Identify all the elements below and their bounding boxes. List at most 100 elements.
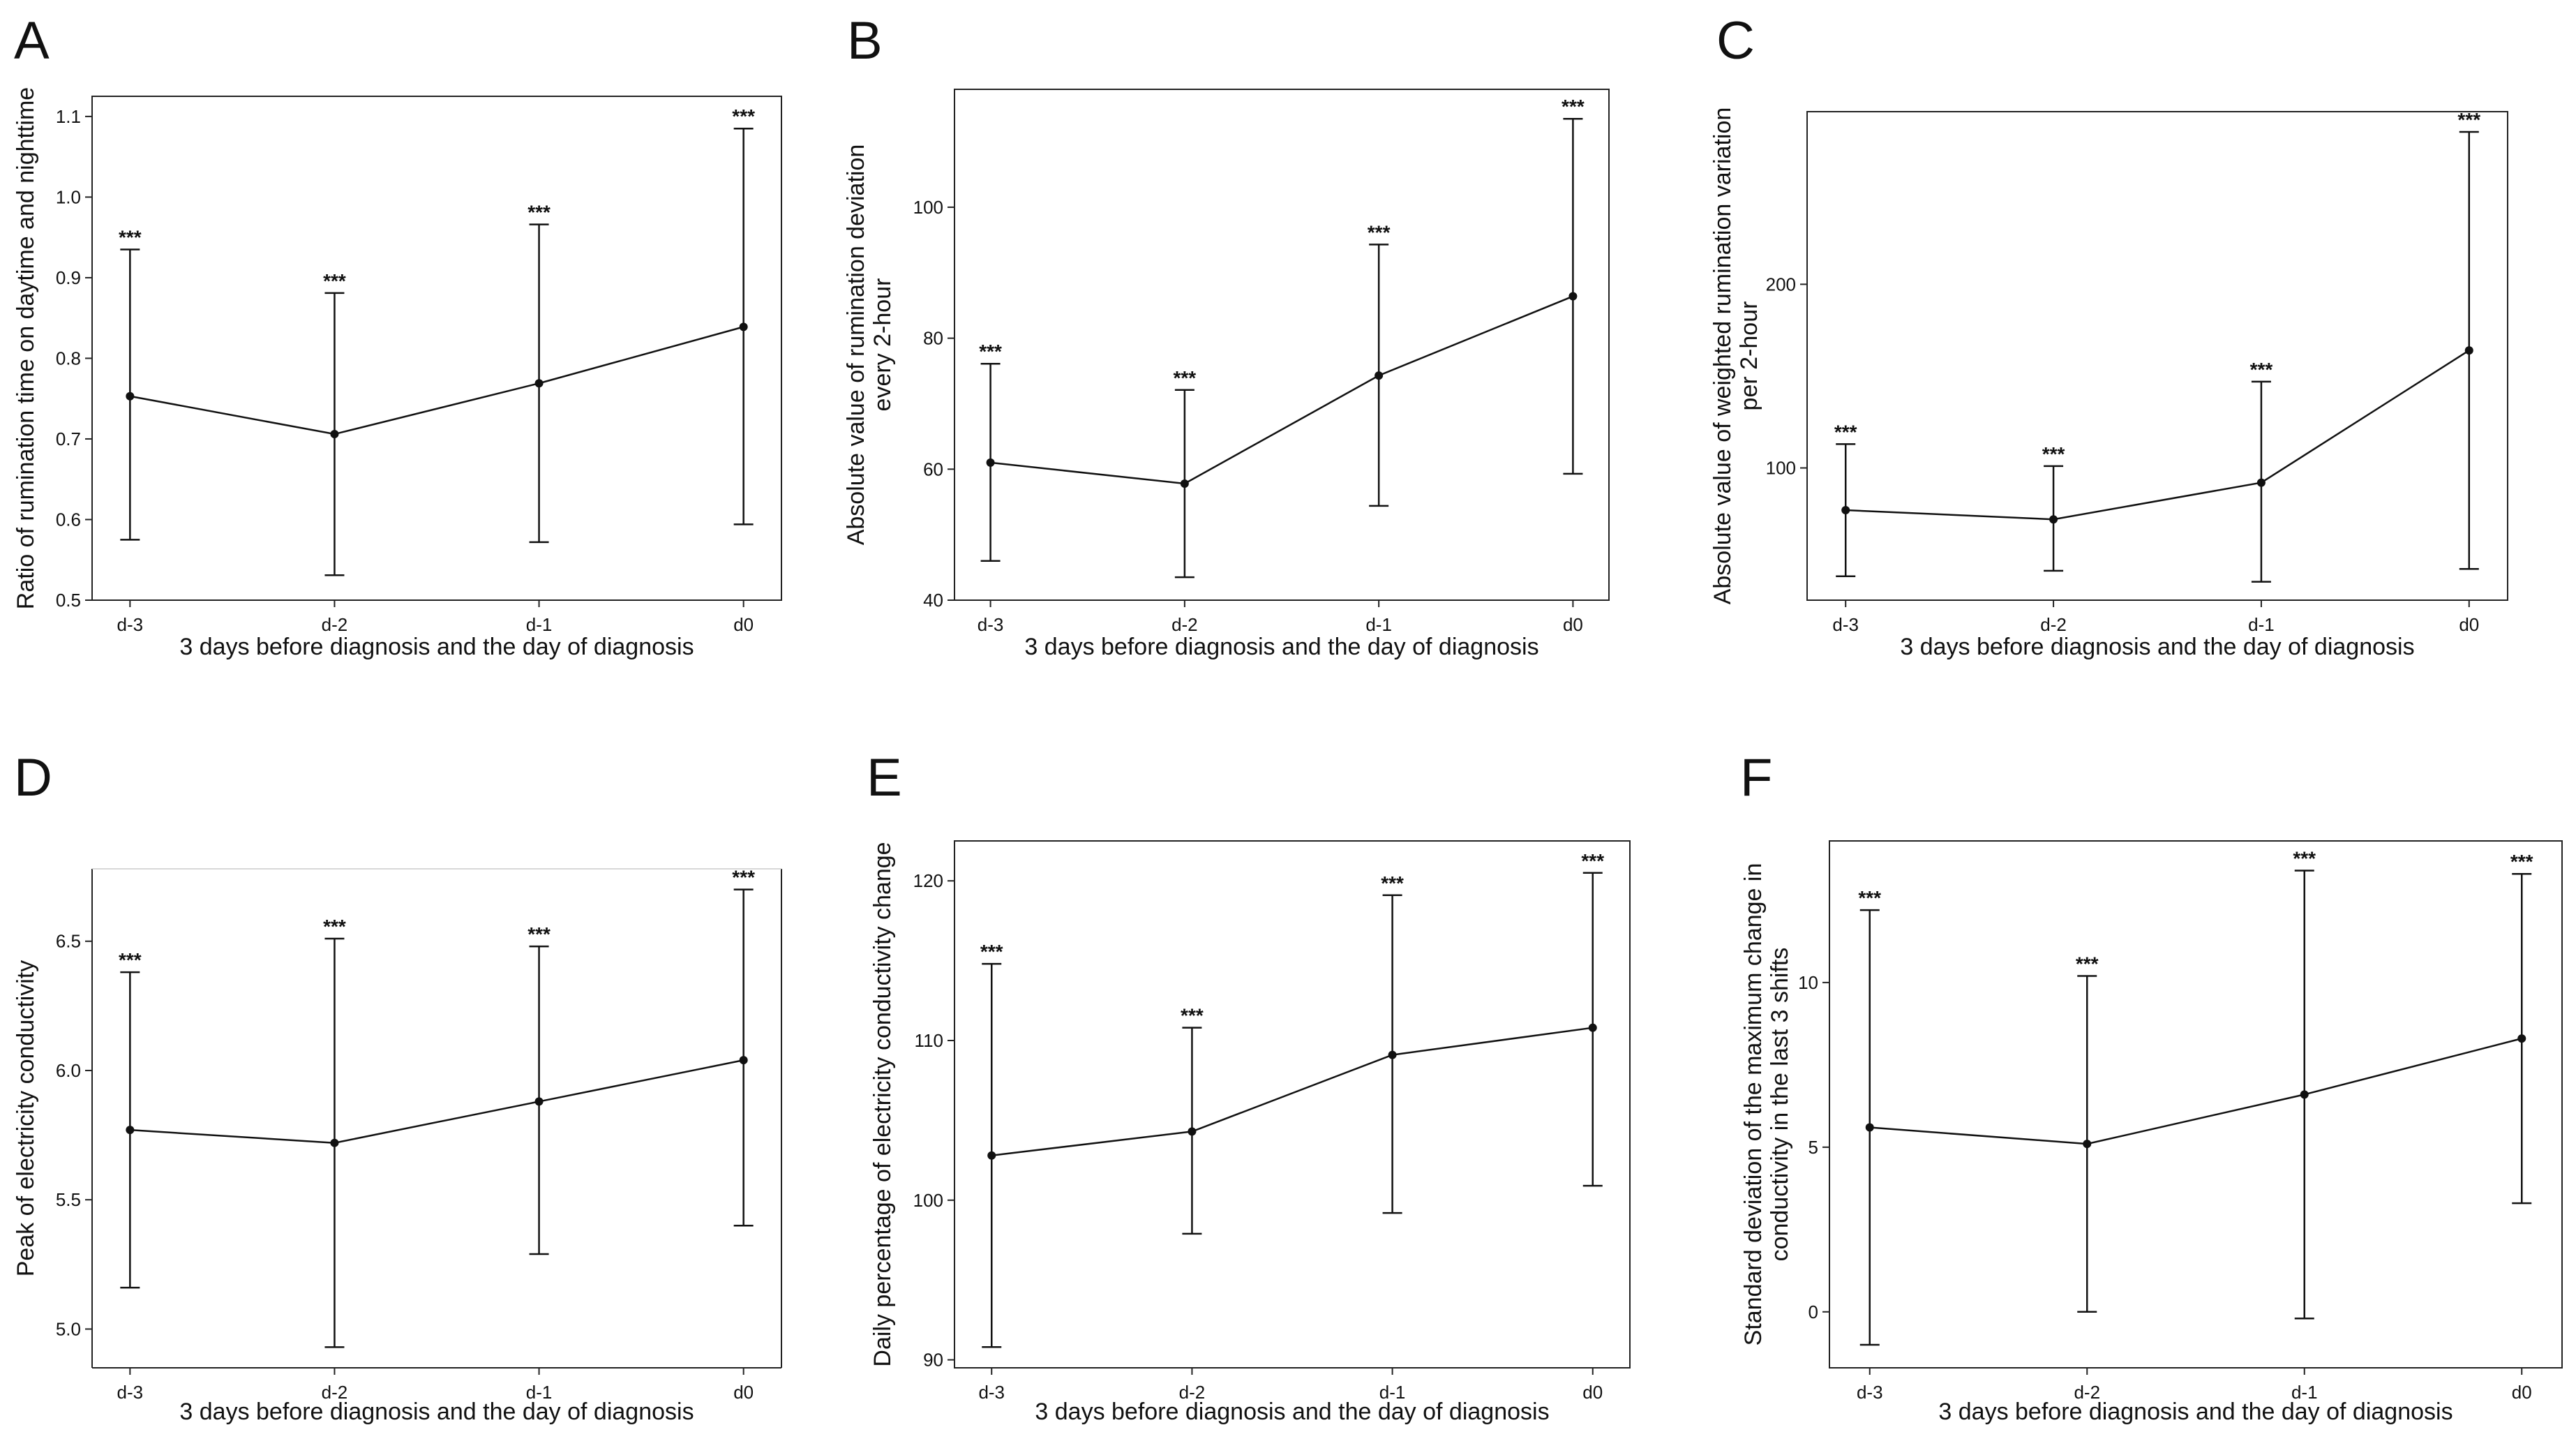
x-tick-label: d-1 <box>1379 1382 1406 1403</box>
y-tick-label: 110 <box>915 1030 943 1051</box>
panel-letter: E <box>867 748 902 807</box>
y-tick-label: 90 <box>923 1350 943 1371</box>
significance-label: *** <box>1562 96 1585 117</box>
y-tick-label: 0.9 <box>56 267 81 288</box>
y-tick-label: 0.5 <box>56 590 81 611</box>
y-tick-label: 100 <box>1766 458 1796 479</box>
significance-label: *** <box>2042 443 2065 465</box>
significance-label: *** <box>119 949 142 971</box>
x-tick-label: d0 <box>1582 1382 1603 1403</box>
significance-label: *** <box>323 916 346 937</box>
panel-letter: B <box>847 11 883 70</box>
y-tick-label: 40 <box>923 590 943 611</box>
data-point <box>1188 1127 1197 1136</box>
significance-label: *** <box>323 270 346 292</box>
significance-label: *** <box>1834 421 1857 442</box>
significance-label: *** <box>2457 109 2480 131</box>
plot-frame <box>1806 111 2508 601</box>
panel-f: F 0 5 10 d-3 d-2 d-1 d0 *** *** *** *** 3 days befor… <box>1740 748 2563 1425</box>
series-line <box>130 1059 744 1144</box>
significance-label: *** <box>980 941 1003 962</box>
data-point <box>1180 479 1189 488</box>
y-tick-label: 5 <box>1809 1137 1818 1158</box>
series-line <box>990 295 1573 485</box>
data-point <box>1568 292 1578 301</box>
y-tick-label: 80 <box>923 328 943 349</box>
x-tick-label: d-2 <box>322 1382 348 1403</box>
y-tick-label: 6.5 <box>56 931 81 952</box>
x-tick-label: d-1 <box>1365 614 1392 635</box>
y-axis-label: Peak of electricity conductivity <box>13 960 39 1277</box>
y-tick-label: 0.8 <box>56 348 81 368</box>
significance-label: *** <box>2510 851 2533 872</box>
panel-letter: A <box>14 11 50 70</box>
y-axis-label: conductivity in the last 3 shifts <box>1767 948 1793 1262</box>
x-tick-label: d-3 <box>117 1382 144 1403</box>
panel-c: C 100 200 d-3 d-2 d-1 d0 *** *** *** *** 3 days bef… <box>1709 11 2508 660</box>
significance-label: *** <box>2293 847 2316 869</box>
y-tick-label: 1.1 <box>56 106 81 127</box>
y-axis-label: Absolute value of weighted rumination va… <box>1709 107 1736 605</box>
panel-a: A 0.5 0.6 0.7 0.8 0.9 1.0 1.1 d-3 d-2 d-1 d0 *** *** *… <box>13 11 782 660</box>
x-tick-label: d-2 <box>322 614 348 635</box>
significance-label: *** <box>2250 359 2273 380</box>
series-line <box>1869 1037 2522 1145</box>
data-point <box>2256 478 2266 487</box>
y-tick-label: 100 <box>913 1190 943 1211</box>
y-axis-label: Daily percentage of electricity conducti… <box>869 842 896 1366</box>
x-tick-label: d0 <box>2459 614 2479 635</box>
x-tick-label: d-1 <box>2291 1382 2318 1403</box>
x-tick-label: d-3 <box>978 1382 1005 1403</box>
data-point <box>126 392 135 401</box>
data-point <box>330 430 339 439</box>
data-point <box>1388 1050 1397 1059</box>
significance-label: *** <box>527 202 551 223</box>
significance-label: *** <box>979 341 1002 362</box>
y-tick-label: 0.6 <box>56 509 81 530</box>
data-point <box>739 322 748 331</box>
data-point <box>986 458 995 467</box>
x-axis-label: 3 days before diagnosis and the day of d… <box>1938 1399 2453 1425</box>
x-tick-label: d-1 <box>526 1382 553 1403</box>
panel-b: B 40 60 80 100 d-3 d-2 d-1 d0 *** *** *** *** 3 days … <box>843 11 1610 660</box>
y-tick-label: 1.0 <box>56 186 81 207</box>
y-axis-label: Absolute value of rumination deviation <box>843 144 869 546</box>
y-tick-label: 10 <box>1798 972 1818 993</box>
x-tick-label: d-3 <box>978 614 1004 635</box>
significance-label: *** <box>732 105 755 127</box>
x-tick-label: d0 <box>2512 1382 2532 1403</box>
data-point <box>126 1126 135 1135</box>
x-tick-label: d-2 <box>1171 614 1198 635</box>
series-line <box>1845 350 2470 521</box>
y-tick-label: 60 <box>923 458 943 479</box>
significance-label: *** <box>1858 887 1881 909</box>
significance-label: *** <box>527 923 551 945</box>
data-point <box>534 1097 544 1106</box>
plot-frame <box>954 89 1610 601</box>
x-axis-label: 3 days before diagnosis and the day of d… <box>179 1399 694 1425</box>
x-tick-label: d-1 <box>2248 614 2275 635</box>
significance-label: *** <box>1368 221 1391 243</box>
significance-label: *** <box>1181 1005 1204 1027</box>
data-point <box>534 379 544 388</box>
data-point <box>2517 1034 2526 1043</box>
x-tick-label: d-3 <box>1832 614 1859 635</box>
panel-letter: F <box>1740 748 1772 807</box>
y-axis-label: Ratio of rumination time on daytime and … <box>13 87 39 609</box>
x-axis-label: 3 days before diagnosis and the day of d… <box>1900 634 2414 660</box>
data-point <box>1375 371 1384 380</box>
y-tick-label: 5.0 <box>56 1318 81 1339</box>
data-point <box>1841 506 1850 515</box>
y-tick-label: 6.0 <box>56 1060 81 1081</box>
data-point <box>330 1138 339 1147</box>
panel-letter: D <box>14 748 52 807</box>
data-point <box>2464 346 2473 355</box>
data-point <box>987 1151 996 1160</box>
plot-frame <box>91 96 782 601</box>
data-point <box>2049 515 2058 524</box>
panel-letter: C <box>1716 11 1755 70</box>
significance-label: *** <box>2076 953 2099 974</box>
x-tick-label: d-3 <box>117 614 144 635</box>
y-tick-label: 100 <box>913 197 943 218</box>
